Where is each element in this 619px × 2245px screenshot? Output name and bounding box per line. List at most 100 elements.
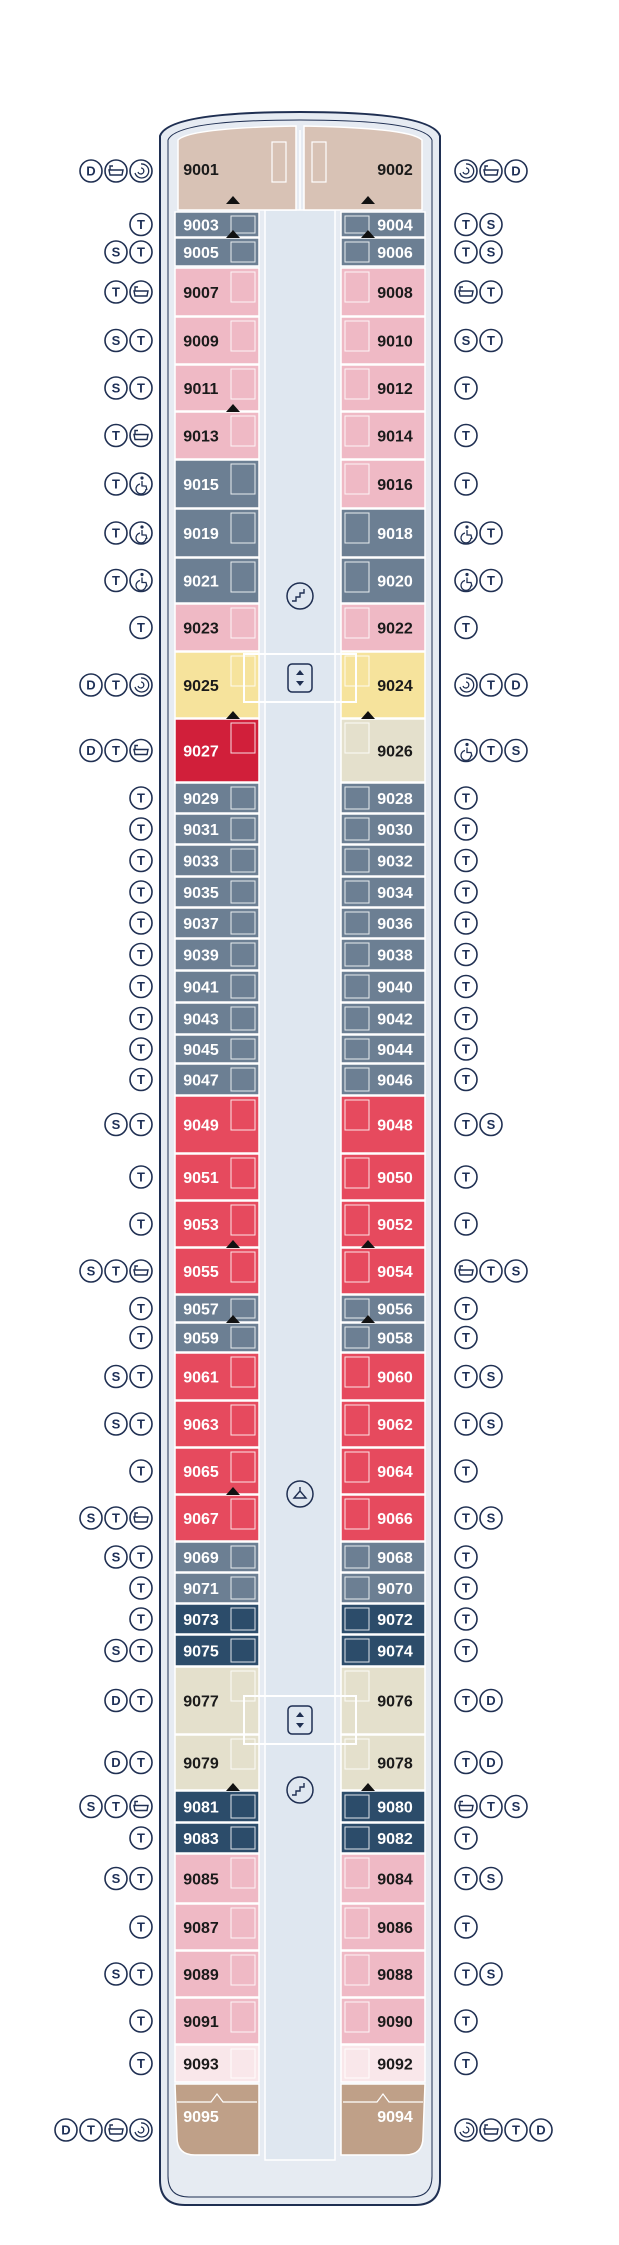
cabin-9035[interactable] [174,876,260,908]
amenity-icons-9036: T [454,911,478,935]
cabin-9014[interactable] [340,411,426,460]
cabin-9022[interactable] [340,603,426,652]
cabin-9027[interactable] [174,718,260,783]
cabin-9064[interactable] [340,1447,426,1495]
cabin-9003[interactable] [174,211,260,238]
cabin-9088[interactable] [340,1950,426,1998]
cabin-9095[interactable] [174,2083,260,2156]
cabin-9075[interactable] [174,1634,260,1667]
amenity-icons-9007: T [104,280,153,304]
cabin-9012[interactable] [340,364,426,412]
cabin-9009[interactable] [174,316,260,365]
cabin-9019[interactable] [174,508,260,558]
cabin-9041[interactable] [174,970,260,1003]
cabin-9015[interactable] [174,459,260,509]
cabin-9013[interactable] [174,411,260,460]
cabin-9060[interactable] [340,1352,426,1401]
cabin-9020[interactable] [340,557,426,604]
cabin-9073[interactable] [174,1603,260,1635]
cabin-9034[interactable] [340,876,426,908]
cabin-9026[interactable] [340,718,426,783]
cabin-9008[interactable] [340,267,426,317]
amenity-icons-9014: T [454,423,478,448]
cabin-9092[interactable] [340,2044,426,2083]
cabin-9011[interactable] [174,364,260,412]
cabin-9066[interactable] [340,1494,426,1542]
cabin-9033[interactable] [174,844,260,877]
cabin-9037[interactable] [174,907,260,939]
cabin-9036[interactable] [340,907,426,939]
cabin-9046[interactable] [340,1063,426,1096]
cabin-9057[interactable] [174,1294,260,1323]
cabin-9016[interactable] [340,459,426,509]
cabin-9090[interactable] [340,1997,426,2045]
cabin-9056[interactable] [340,1294,426,1323]
cabin-9059[interactable] [174,1322,260,1353]
cabin-9080[interactable] [340,1790,426,1823]
svg-text:T: T [137,916,145,931]
cabin-9021[interactable] [174,557,260,604]
cabin-9043[interactable] [174,1002,260,1035]
cabin-9070[interactable] [340,1572,426,1604]
cabin-9049[interactable] [174,1095,260,1154]
cabin-9084[interactable] [340,1853,426,1904]
cabin-9023[interactable] [174,603,260,652]
cabin-9052[interactable] [340,1200,426,1248]
cabin-9061[interactable] [174,1352,260,1401]
cabin-9093[interactable] [174,2044,260,2083]
s-icon: S [504,1794,528,1819]
cabin-9039[interactable] [174,938,260,971]
cabin-9005[interactable] [174,237,260,267]
t-icon: T [129,376,153,400]
cabin-9054[interactable] [340,1247,426,1295]
amenity-icons-9039: T [129,942,153,967]
cabin-9032[interactable] [340,844,426,877]
cabin-9029[interactable] [174,782,260,814]
cabin-9038[interactable] [340,938,426,971]
whirlpool-icon [454,159,478,183]
cabin-9006[interactable] [340,237,426,267]
cabin-9091[interactable] [174,1997,260,2045]
cabin-9071[interactable] [174,1572,260,1604]
cabin-9050[interactable] [340,1153,426,1201]
cabin-9086[interactable] [340,1903,426,1951]
cabin-9087[interactable] [174,1903,260,1951]
cabin-9002[interactable] [303,125,423,211]
cabin-9069[interactable] [174,1541,260,1573]
cabin-9031[interactable] [174,813,260,845]
cabin-9042[interactable] [340,1002,426,1035]
cabin-9083[interactable] [174,1822,260,1854]
cabin-9028[interactable] [340,782,426,814]
cabin-9067[interactable] [174,1494,260,1542]
cabin-9062[interactable] [340,1400,426,1448]
cabin-9081[interactable] [174,1790,260,1823]
cabin-9094[interactable] [340,2083,426,2156]
cabin-9053[interactable] [174,1200,260,1248]
cabin-9051[interactable] [174,1153,260,1201]
cabin-9007[interactable] [174,267,260,317]
cabin-9010[interactable] [340,316,426,365]
cabin-9058[interactable] [340,1322,426,1353]
cabin-9044[interactable] [340,1034,426,1064]
cabin-9063[interactable] [174,1400,260,1448]
cabin-9018[interactable] [340,508,426,558]
svg-text:T: T [137,1967,145,1982]
cabin-9040[interactable] [340,970,426,1003]
cabin-9004[interactable] [340,211,426,238]
amenity-icons-9058: T [454,1325,478,1350]
cabin-9048[interactable] [340,1095,426,1154]
cabin-9001[interactable] [177,125,297,211]
cabin-9085[interactable] [174,1853,260,1904]
cabin-9068[interactable] [340,1541,426,1573]
cabin-9074[interactable] [340,1634,426,1667]
cabin-9089[interactable] [174,1950,260,1998]
cabin-9030[interactable] [340,813,426,845]
cabin-9055[interactable] [174,1247,260,1295]
cabin-9082[interactable] [340,1822,426,1854]
cabin-9072[interactable] [340,1603,426,1635]
cabin-9045[interactable] [174,1034,260,1064]
d-icon: D [479,1750,503,1775]
cabin-9065[interactable] [174,1447,260,1495]
t-icon: T [129,1688,153,1713]
cabin-9047[interactable] [174,1063,260,1096]
